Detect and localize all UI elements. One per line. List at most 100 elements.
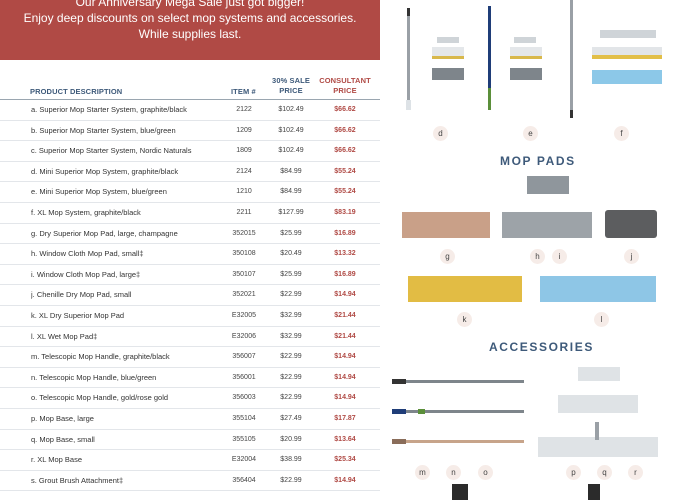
mop-pads-title: MOP PADS (500, 154, 576, 168)
table-row: g. Dry Superior Mop Pad, large, champagn… (0, 224, 380, 245)
consultant-price: $55.24 (334, 188, 356, 196)
item-number: 1210 (236, 188, 252, 196)
item-number: 352021 (232, 291, 256, 299)
header-sale-price: 30% SALE PRICE (269, 76, 313, 96)
price-table: PRODUCT DESCRIPTION ITEM # 30% SALE PRIC… (0, 76, 380, 500)
consultant-price: $14.94 (334, 353, 356, 361)
table-row: f. XL Mop System, graphite/black 2211 $127… (0, 203, 380, 224)
sale-price: $22.99 (280, 291, 302, 299)
table-row: q. Mop Base, small 355105 $20.99 $13.64 (0, 430, 380, 451)
header-sale-price-line2: PRICE (279, 86, 303, 95)
consultant-price: $13.32 (334, 250, 356, 258)
product-description: l. XL Wet Mop Pad‡ (31, 331, 98, 341)
item-number: 355105 (232, 435, 256, 443)
product-panel: MOP PADS ACCESSORIES d e f g h i j k l m… (392, 0, 700, 500)
table-row: j. Chenille Dry Mop Pad, small 352021 $22.… (0, 285, 380, 306)
consultant-price: $21.44 (334, 311, 356, 319)
label-m: m (415, 465, 430, 480)
consultant-price: $66.62 (334, 147, 356, 155)
consultant-price: $66.62 (334, 106, 356, 113)
consultant-price: $13.64 (334, 435, 356, 443)
product-description: a. Superior Mop Starter System, graphite… (31, 105, 187, 114)
product-description: e. Mini Superior Mop System, blue/green (31, 187, 167, 197)
consultant-price: $14.94 (334, 476, 356, 484)
table-header: PRODUCT DESCRIPTION ITEM # 30% SALE PRIC… (0, 76, 380, 100)
consultant-price: $83.19 (334, 208, 356, 216)
product-description: h. Window Cloth Mop Pad, small‡ (31, 249, 144, 259)
table-row: s. Grout Brush Attachment‡ 356404 $22.99 $1… (0, 471, 380, 492)
table-row: h. Window Cloth Mop Pad, small‡ 350108 $20… (0, 244, 380, 265)
header-consultant-price: CONSULTANT PRICE (316, 76, 374, 96)
product-description: f. XL Mop System, graphite/black (31, 207, 141, 217)
banner-note: While supplies last. (138, 27, 242, 41)
table-row: p. Mop Base, large 355104 $27.49 $17.87 (0, 409, 380, 430)
product-description: q. Mop Base, small (31, 434, 95, 444)
consultant-price: $14.94 (334, 373, 356, 381)
label-o: o (478, 465, 493, 480)
table-row: a. Superior Mop Starter System, graphite… (0, 100, 380, 121)
header-description: PRODUCT DESCRIPTION (30, 87, 123, 96)
sale-price: $27.49 (280, 414, 302, 422)
product-description: i. Window Cloth Mop Pad, large‡ (31, 269, 141, 279)
consultant-price: $17.87 (334, 414, 356, 422)
item-number: E32005 (231, 311, 257, 319)
sale-price: $32.99 (280, 311, 302, 319)
header-consultant-price-line1: CONSULTANT (319, 76, 371, 85)
table-row: r. XL Mop Base E32004 $38.99 $25.34 (0, 450, 380, 471)
banner-subline: Enjoy deep discounts on select mop syste… (23, 11, 357, 25)
sale-price: $22.99 (280, 373, 302, 381)
product-illustrations (392, 0, 662, 500)
consultant-price: $16.89 (334, 229, 356, 237)
consultant-price: $21.44 (334, 332, 356, 340)
consultant-price: $16.89 (334, 270, 356, 278)
header-item-number: ITEM # (231, 87, 256, 96)
sale-price: $22.99 (280, 353, 302, 361)
item-number: 356003 (232, 394, 256, 402)
table-row: b. Superior Mop Starter System, blue/gre… (0, 121, 380, 142)
item-number: 350108 (232, 250, 256, 258)
sale-price: $102.49 (278, 106, 304, 113)
label-i: i (552, 249, 567, 264)
product-description: k. XL Dry Superior Mop Pad (31, 310, 125, 320)
consultant-price: $14.94 (334, 394, 356, 402)
sale-price: $102.49 (278, 147, 304, 155)
product-description: n. Telescopic Mop Handle, blue/green (31, 372, 157, 382)
item-number: 356404 (232, 476, 256, 484)
product-accessories-images (392, 367, 658, 500)
table-row: m. Telescopic Mop Handle, graphite/black… (0, 347, 380, 368)
table-row: l. XL Wet Mop Pad‡ E32006 $32.99 $21.44 (0, 327, 380, 348)
product-f-image (570, 0, 662, 118)
banner-headline: Our Anniversary Mega Sale just got bigge… (75, 0, 305, 9)
sale-price: $102.49 (278, 126, 304, 134)
consultant-price: $25.34 (334, 456, 356, 464)
sale-price: $84.99 (280, 188, 302, 196)
label-g: g (440, 249, 455, 264)
product-description: s. Grout Brush Attachment‡ (31, 475, 124, 485)
item-number: 2211 (236, 208, 252, 216)
item-number: 356001 (232, 373, 256, 381)
sale-price: $25.99 (280, 229, 302, 237)
product-description: d. Mini Superior Mop System, graphite/bl… (31, 166, 179, 176)
item-number: 1209 (236, 126, 252, 134)
label-e: e (523, 126, 538, 141)
table-row: i. Window Cloth Mop Pad, large‡ 350107 $25… (0, 265, 380, 286)
table-row: k. XL Dry Superior Mop Pad E32005 $32.99 $2… (0, 306, 380, 327)
item-number: 1809 (236, 147, 252, 155)
sale-price: $127.99 (278, 208, 304, 216)
sale-price: $38.99 (280, 456, 302, 464)
product-e-image (488, 6, 542, 110)
consultant-price: $55.24 (334, 167, 356, 175)
label-q: q (597, 465, 612, 480)
item-number: E32006 (231, 332, 257, 340)
sale-price: $22.99 (280, 476, 302, 484)
promo-banner: Our Anniversary Mega Sale just got bigge… (0, 0, 380, 60)
label-n: n (446, 465, 461, 480)
item-number: 2122 (236, 106, 252, 113)
product-description: o. Telescopic Mop Handle, gold/rose gold (31, 393, 169, 403)
product-description: r. XL Mop Base (31, 455, 82, 465)
product-description: g. Dry Superior Mop Pad, large, champagn… (31, 228, 178, 238)
sale-price: $32.99 (280, 332, 302, 340)
label-k: k (457, 312, 472, 327)
label-d: d (433, 126, 448, 141)
product-description: j. Chenille Dry Mop Pad, small (31, 290, 132, 300)
